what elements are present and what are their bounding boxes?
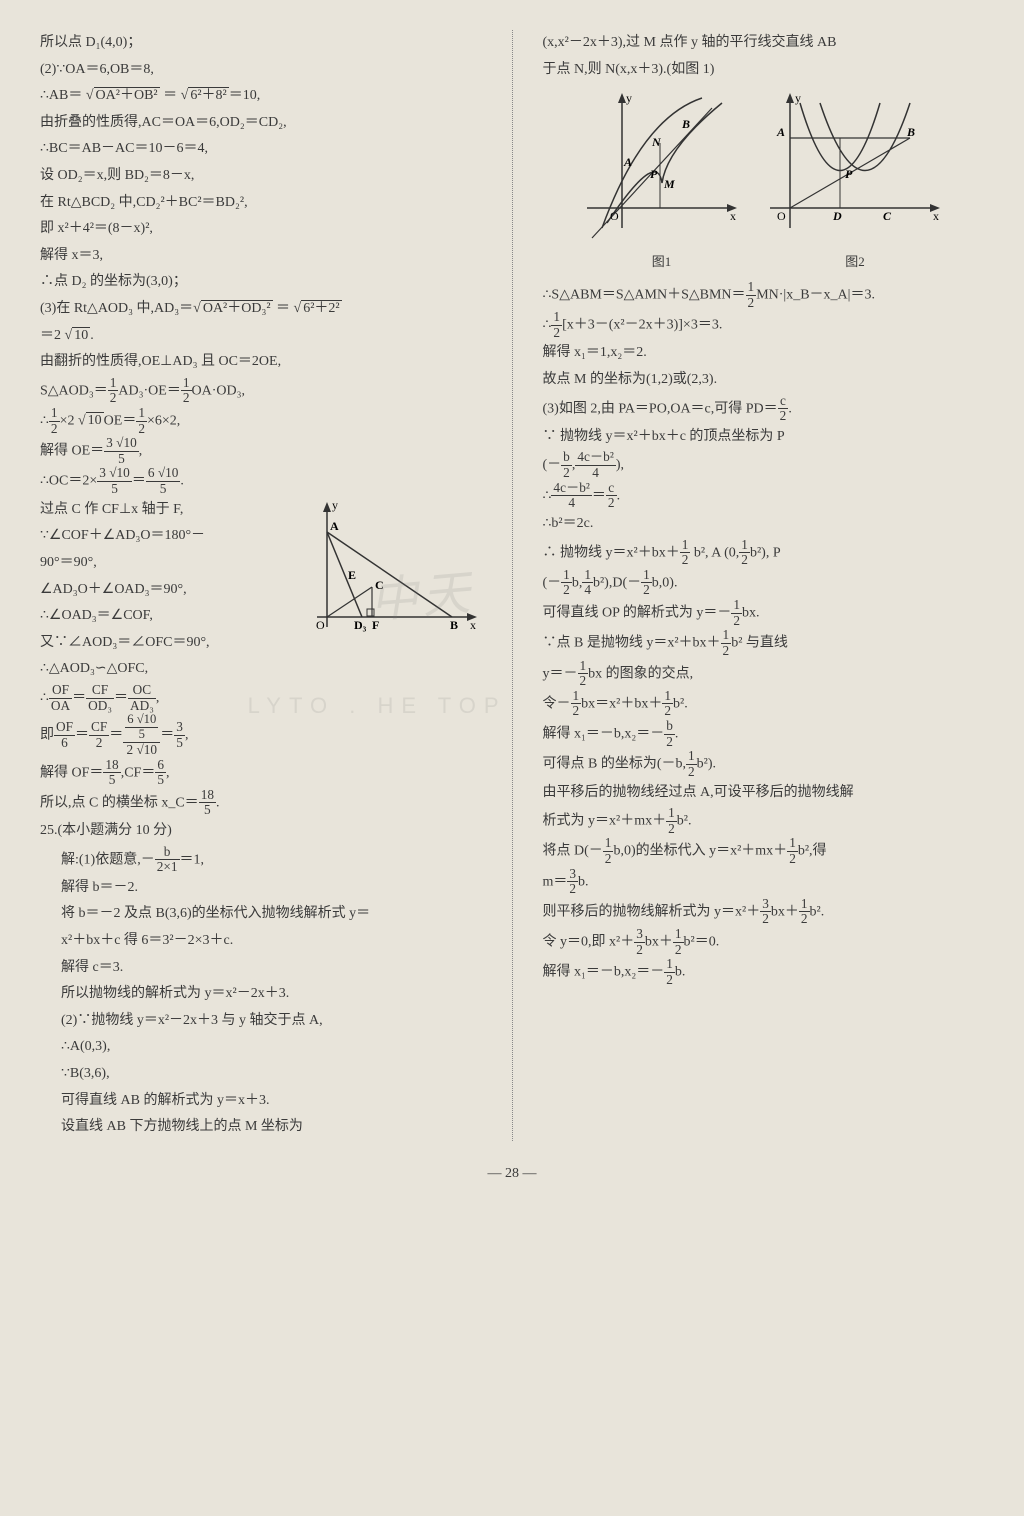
text-line: 则平移后的抛物线解析式为 y＝x²＋32bx＋12b².: [543, 897, 985, 927]
svg-text:C: C: [883, 209, 892, 223]
text-line: ＝2 √10.: [40, 323, 482, 350]
text-line: (2)∵抛物线 y＝x²－2x＋3 与 y 轴交于点 A,: [40, 1008, 482, 1035]
svg-text:F: F: [372, 618, 379, 632]
svg-text:D₃: D₃: [354, 618, 367, 632]
text-line: ∴b²＝2c.: [543, 511, 985, 538]
text-line: ∴A(0,3),: [40, 1034, 482, 1061]
text-line: ∴S△ABM＝S△AMN＋S△BMN＝12MN·|x_B－x_A|＝3.: [543, 280, 985, 310]
svg-text:M: M: [663, 177, 675, 191]
text-line: 将点 D(－12b,0)的坐标代入 y＝x²＋mx＋12b²,得: [543, 836, 985, 866]
text-line: 解:(1)依题意,－b2×1＝1,: [40, 845, 482, 875]
svg-text:P: P: [845, 167, 853, 181]
text-line: ∴12×2 √10OE＝12×6×2,: [40, 406, 482, 436]
text-line: S△AOD₃＝12AD₃·OE＝12OA·OD₃,: [40, 376, 482, 406]
text-line: ∴△AOD₃∽△OFC,: [40, 656, 482, 683]
text-line: (3)在 Rt△AOD₃ 中,AD₃＝√OA²＋OD₃² ＝ √6²＋2²: [40, 296, 482, 323]
svg-text:E: E: [348, 568, 356, 582]
page: 中天 LYTO . HE TOP 所以点 D₁(4,0)； (2)∵OA＝6,O…: [40, 30, 984, 1141]
svg-text:B: B: [906, 125, 915, 139]
text-line: ∴AB＝ √OA²＋OB² ＝ √6²＋8²＝10,: [40, 83, 482, 110]
text-line: (－12b,14b²),D(－12b,0).: [543, 568, 985, 598]
text-line: 所以抛物线的解析式为 y＝x²－2x＋3.: [40, 981, 482, 1008]
text-line: y＝－12bx 的图象的交点,: [543, 659, 985, 689]
svg-text:A: A: [330, 519, 339, 533]
text-line: 解得 b＝－2.: [40, 875, 482, 902]
text-line: 解得 OE＝3 √105,: [40, 436, 482, 466]
svg-text:x: x: [470, 618, 476, 632]
text-line: 析式为 y＝x²＋mx＋12b².: [543, 806, 985, 836]
text-line: (－b2,4c－b²4),: [543, 450, 985, 480]
text-line: ∴OFOA＝CFOD₃＝OCAD₃,: [40, 683, 482, 713]
text-line: 解得 OF＝185,CF＝65,: [40, 758, 482, 788]
text-line: ∴点 D₂ 的坐标为(3,0)；: [40, 269, 482, 296]
column-divider: [512, 30, 513, 1141]
text-line: 可得点 B 的坐标为(－b,12b²).: [543, 749, 985, 779]
text-line: 解得 x₁＝1,x₂＝2.: [543, 340, 985, 367]
text-line: ∴12[x＋3－(x²－2x＋3)]×3＝3.: [543, 310, 985, 340]
text-line: 在 Rt△BCD₂ 中,CD₂²＋BC²＝BD₂²,: [40, 190, 482, 217]
text-line: 所以点 D₁(4,0)；: [40, 30, 482, 57]
text-line: m＝32b.: [543, 867, 985, 897]
text-line: ∵ 抛物线 y＝x²＋bx＋c 的顶点坐标为 P: [543, 424, 985, 451]
text-line: 可得直线 OP 的解析式为 y＝－12bx.: [543, 598, 985, 628]
svg-text:P: P: [650, 167, 658, 181]
svg-text:C: C: [375, 578, 384, 592]
figure-2-label: 图2: [765, 250, 945, 275]
text-line: 由折叠的性质得,AC＝OA＝6,OD₂＝CD₂,: [40, 110, 482, 137]
text-line: ∵点 B 是抛物线 y＝x²＋bx＋12b² 与直线: [543, 628, 985, 658]
text-line: 即 x²＋4²＝(8－x)²,: [40, 216, 482, 243]
text-line: 设直线 AB 下方抛物线上的点 M 坐标为: [40, 1114, 482, 1141]
left-column: 所以点 D₁(4,0)； (2)∵OA＝6,OB＝8, ∴AB＝ √OA²＋OB…: [40, 30, 482, 1141]
text-line: ∴OC＝2×3 √105＝6 √105.: [40, 466, 482, 496]
svg-text:B: B: [681, 117, 690, 131]
svg-text:O: O: [777, 209, 786, 223]
svg-text:N: N: [651, 135, 662, 149]
text-line: (2)∵OA＝6,OB＝8,: [40, 57, 482, 84]
svg-text:x: x: [933, 209, 939, 223]
right-column: (x,x²－2x＋3),过 M 点作 y 轴的平行线交直线 AB 于点 N,则 …: [543, 30, 985, 1141]
svg-text:x: x: [730, 209, 736, 223]
figure-1: y x O A B N M P 图1: [582, 88, 742, 275]
figure-row: y x O A B N M P 图1: [543, 83, 985, 280]
text-line: (3)如图 2,由 PA＝PO,OA＝c,可得 PD＝c2.: [543, 394, 985, 424]
figure-2: y x O A B P D C 图2: [765, 88, 945, 275]
svg-text:y: y: [626, 91, 632, 105]
text-line: 解得 x₁＝－b,x₂＝－12b.: [543, 957, 985, 987]
question-25: 25.(本小题满分 10 分): [40, 818, 482, 845]
text-line: 解得 x＝3,: [40, 243, 482, 270]
text-line: (x,x²－2x＋3),过 M 点作 y 轴的平行线交直线 AB: [543, 30, 985, 57]
text-line: 由平移后的抛物线经过点 A,可设平移后的抛物线解: [543, 780, 985, 807]
svg-text:A: A: [623, 155, 632, 169]
text-line: 令－12bx＝x²＋bx＋12b².: [543, 689, 985, 719]
text-line: ∴4c－b²4＝c2.: [543, 481, 985, 511]
text-line: 令 y＝0,即 x²＋32bx＋12b²＝0.: [543, 927, 985, 957]
text-line: 于点 N,则 N(x,x＋3).(如图 1): [543, 57, 985, 84]
text-line: 故点 M 的坐标为(1,2)或(2,3).: [543, 367, 985, 394]
text-line: ∵B(3,6),: [40, 1061, 482, 1088]
text-line: 可得直线 AB 的解析式为 y＝x＋3.: [40, 1088, 482, 1115]
svg-text:y: y: [795, 91, 801, 105]
svg-text:O: O: [316, 618, 325, 632]
text-line: x²＋bx＋c 得 6＝3²－2×3＋c.: [40, 928, 482, 955]
svg-text:O: O: [610, 209, 619, 223]
text-line: 由翻折的性质得,OE⊥AD₃ 且 OC＝2OE,: [40, 349, 482, 376]
triangle-figure: y x O A B C E D₃ F: [312, 497, 482, 658]
svg-text:B: B: [450, 618, 458, 632]
text-line: 即OF6＝CF2＝6 √1052 √10＝35,: [40, 713, 482, 757]
figure-1-label: 图1: [582, 250, 742, 275]
svg-text:y: y: [332, 498, 338, 512]
text-line: 解得 c＝3.: [40, 955, 482, 982]
text-line: ∴BC＝AB－AC＝10－6＝4,: [40, 136, 482, 163]
page-number: — 28 —: [40, 1161, 984, 1188]
svg-text:A: A: [776, 125, 785, 139]
text-line: 将 b＝－2 及点 B(3,6)的坐标代入抛物线解析式 y＝: [40, 901, 482, 928]
triangle-svg: y x O A B C E D₃ F: [312, 497, 482, 647]
text-line: 所以,点 C 的横坐标 x_C＝185.: [40, 788, 482, 818]
svg-text:D: D: [832, 209, 842, 223]
text-line: ∴ 抛物线 y＝x²＋bx＋12 b², A (0,12b²), P: [543, 538, 985, 568]
text-line: 设 OD₂＝x,则 BD₂＝8－x,: [40, 163, 482, 190]
text-line: 解得 x₁＝－b,x₂＝－b2.: [543, 719, 985, 749]
